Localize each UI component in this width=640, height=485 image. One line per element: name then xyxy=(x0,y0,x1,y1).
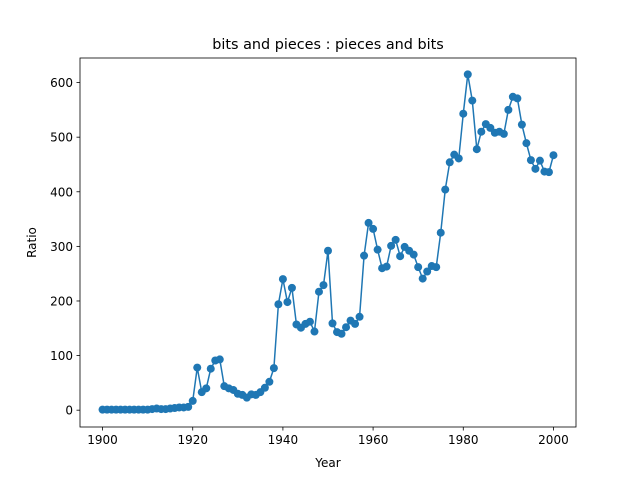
data-point xyxy=(274,300,283,309)
data-point xyxy=(432,263,441,272)
data-point xyxy=(409,250,418,259)
data-point xyxy=(459,109,468,118)
data-point xyxy=(477,127,486,136)
data-point xyxy=(310,327,319,336)
x-tick-label: 1960 xyxy=(358,433,389,447)
data-point xyxy=(535,156,544,165)
data-point xyxy=(269,364,278,373)
data-point xyxy=(314,287,323,296)
data-point xyxy=(337,329,346,338)
data-point xyxy=(387,241,396,250)
plot-area xyxy=(80,58,576,427)
y-tick-label: 200 xyxy=(50,294,73,308)
data-point xyxy=(369,224,378,233)
data-point xyxy=(193,363,202,372)
data-point xyxy=(360,251,369,260)
x-tick-label: 1920 xyxy=(177,433,208,447)
data-point xyxy=(215,355,224,364)
data-point xyxy=(504,105,513,114)
y-axis-label: Ratio xyxy=(25,227,39,258)
data-point xyxy=(319,281,328,290)
data-point xyxy=(436,228,445,237)
x-axis: 1900 1920 1940 1960 1980 2000 xyxy=(87,427,569,447)
data-point xyxy=(184,402,193,411)
data-point xyxy=(441,185,450,194)
data-point xyxy=(364,218,373,227)
data-point xyxy=(355,312,364,321)
data-point xyxy=(454,154,463,163)
data-point xyxy=(463,70,472,79)
plot-frame xyxy=(79,57,577,428)
data-point xyxy=(342,323,351,332)
y-tick-label: 600 xyxy=(50,76,73,90)
y-axis: 0 100 200 300 400 500 600 xyxy=(50,76,80,418)
y-tick-label: 300 xyxy=(50,240,73,254)
data-point xyxy=(287,283,296,292)
data-point xyxy=(513,94,522,103)
data-point xyxy=(522,139,531,148)
y-tick-label: 500 xyxy=(50,131,73,145)
data-point xyxy=(278,275,287,284)
data-point xyxy=(206,364,215,373)
data-point xyxy=(328,319,337,328)
data-point xyxy=(351,319,360,328)
data-point xyxy=(391,235,400,244)
data-point xyxy=(445,158,454,167)
data-point xyxy=(423,267,432,276)
chart-title: bits and pieces : pieces and bits xyxy=(212,37,444,53)
data-point xyxy=(414,263,423,272)
data-point xyxy=(283,298,292,307)
series-layer xyxy=(98,70,558,414)
data-point xyxy=(396,252,405,261)
data-point xyxy=(324,246,332,255)
x-axis-label: Year xyxy=(314,456,340,470)
x-tick-label: 1940 xyxy=(268,433,299,447)
data-point xyxy=(260,383,269,392)
data-point xyxy=(265,377,274,386)
data-point xyxy=(305,317,314,326)
x-tick-label: 2000 xyxy=(538,433,569,447)
data-point xyxy=(517,120,526,129)
y-tick-label: 0 xyxy=(65,404,73,418)
data-point xyxy=(531,164,540,173)
y-tick-label: 100 xyxy=(50,349,73,363)
y-tick-label: 400 xyxy=(50,185,73,199)
data-point xyxy=(499,129,508,138)
data-point xyxy=(468,96,477,105)
data-point xyxy=(544,168,553,177)
data-point xyxy=(202,384,211,393)
data-point xyxy=(472,145,481,154)
data-point xyxy=(188,396,197,405)
x-tick-label: 1900 xyxy=(87,433,118,447)
data-point xyxy=(382,262,391,271)
x-tick-label: 1980 xyxy=(448,433,479,447)
data-point xyxy=(549,151,558,160)
data-point xyxy=(418,274,427,283)
data-point xyxy=(373,245,382,254)
data-point xyxy=(526,156,535,165)
